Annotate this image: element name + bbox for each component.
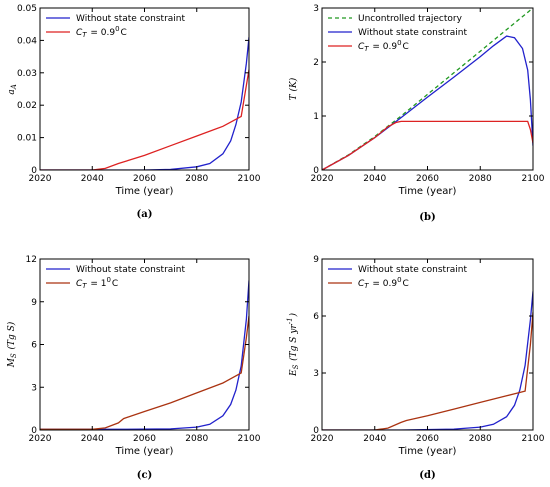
series-line-1 [322, 8, 533, 170]
x-tick-label: 2020 [29, 174, 52, 184]
x-axis-label: Time (year) [398, 446, 457, 457]
y-tick-label: 0 [313, 166, 319, 176]
y-axis-label: T (K) [288, 77, 299, 100]
chart-panel-a: 2020 2040 2060 2080 2100 0 0.01 0.02 0.03 0.04 0.0… [7, 4, 261, 220]
panel-label: (b) [419, 212, 435, 223]
y-axis-label: aA [7, 83, 18, 94]
plot-frame [321, 258, 534, 431]
x-tick-label: 2100 [238, 434, 261, 444]
legend-label: Without state constraint [76, 265, 185, 275]
y-tick-label: 0.04 [17, 36, 37, 46]
y-tick-label: 6 [31, 341, 37, 351]
x-tick-label: 2100 [238, 174, 261, 184]
y-tick-label: 0 [31, 166, 37, 176]
x-tick-label: 2080 [469, 434, 492, 444]
x-tick-label: 2060 [133, 174, 156, 184]
series-line-3 [322, 120, 533, 170]
y-tick-label: 6 [313, 312, 319, 322]
x-tick-label: 2020 [311, 174, 334, 184]
panel-label: (a) [137, 209, 153, 220]
x-tick-label: 2060 [416, 434, 439, 444]
y-tick-label: 0 [313, 426, 319, 436]
y-tick-label: 12 [26, 255, 37, 265]
plot-frame [39, 258, 250, 431]
series-line-1 [322, 291, 533, 430]
legend-label: CT = 10 C [76, 276, 118, 290]
series-line-2 [322, 312, 533, 430]
x-tick-label: 2100 [522, 174, 545, 184]
x-tick-label: 2040 [363, 174, 386, 184]
chart-panel-d: 2020 2040 2060 2080 2100 0 3 6 9 Time (year) ES (T… [286, 255, 545, 481]
legend-label: CT = 0.90 C [358, 39, 409, 53]
panel-label: (d) [419, 470, 435, 481]
x-tick-label: 2040 [363, 434, 386, 444]
x-tick-label: 2100 [522, 434, 545, 444]
x-axis-label: Time (year) [115, 186, 174, 197]
panel-label: (c) [137, 470, 153, 481]
series-line-2 [40, 69, 249, 170]
x-tick-label: 2040 [81, 434, 104, 444]
series-line-2 [40, 315, 249, 430]
y-tick-label: 9 [313, 255, 319, 265]
x-tick-label: 2060 [416, 174, 439, 184]
legend-label: Without state constraint [358, 28, 467, 38]
y-tick-label: 0.05 [17, 4, 37, 14]
x-tick-label: 2080 [469, 174, 492, 184]
y-tick-label: 3 [313, 4, 319, 14]
plot-frame [39, 7, 250, 171]
y-tick-label: 0.01 [17, 134, 37, 144]
x-tick-label: 2020 [29, 434, 52, 444]
legend: Uncontrolled trajectory Without state con… [328, 14, 467, 53]
x-tick-label: 2080 [185, 174, 208, 184]
chart-panel-b: 2020 2040 2060 2080 2100 0 1 2 3 Time (year) T (K)… [288, 4, 545, 223]
y-tick-label: 0.03 [17, 69, 37, 79]
legend-label: CT = 0.90 C [76, 25, 127, 39]
y-tick-label: 0.02 [17, 101, 37, 111]
y-tick-label: 9 [31, 298, 37, 308]
legend-label: CT = 0.90 C [358, 276, 409, 290]
y-axis-label: ES (Tg S yr-1 ) [286, 313, 300, 377]
y-tick-label: 2 [313, 58, 319, 68]
y-tick-label: 3 [313, 369, 319, 379]
y-tick-label: 0 [31, 426, 37, 436]
legend-label: Uncontrolled trajectory [358, 14, 463, 24]
y-tick-label: 1 [313, 112, 319, 122]
legend-label: Without state constraint [76, 14, 185, 24]
y-tick-label: 3 [31, 383, 37, 393]
legend-label: Without state constraint [358, 265, 467, 275]
x-axis-label: Time (year) [398, 186, 457, 197]
x-tick-label: 2020 [311, 434, 334, 444]
x-tick-label: 2040 [81, 174, 104, 184]
series-line-1 [40, 37, 249, 170]
x-tick-label: 2080 [185, 434, 208, 444]
x-tick-label: 2060 [133, 434, 156, 444]
chart-panel-c: 2020 2040 2060 2080 2100 0 3 6 9 12 Time (year) MS … [6, 255, 261, 481]
y-axis-label: MS (Tg S) [6, 321, 18, 368]
series-line-2 [322, 35, 533, 170]
x-axis-label: Time (year) [115, 446, 174, 457]
series-line-1 [40, 280, 249, 430]
